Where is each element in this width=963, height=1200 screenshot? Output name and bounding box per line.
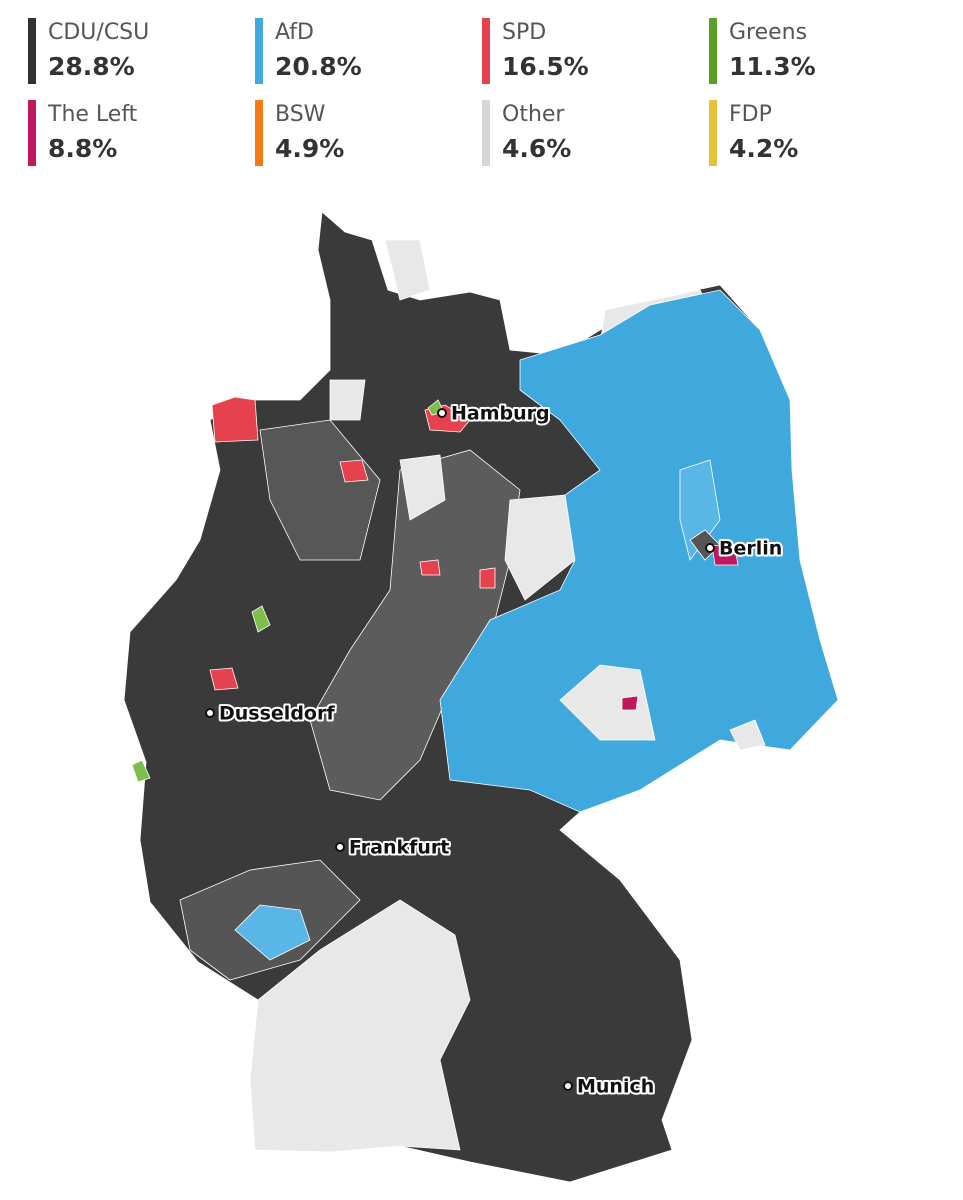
vote-share: 4.9% bbox=[275, 134, 345, 163]
region bbox=[479, 567, 496, 589]
party-name: AfD bbox=[275, 20, 314, 45]
legend-swatch bbox=[482, 100, 490, 166]
party-name: FDP bbox=[729, 102, 772, 127]
party-name: Other bbox=[502, 102, 565, 127]
region bbox=[399, 454, 446, 521]
legend-item: Other 4.6% bbox=[482, 100, 702, 166]
legend-item: AfD 20.8% bbox=[255, 18, 475, 84]
city-label: Berlin bbox=[719, 538, 782, 560]
party-name: SPD bbox=[502, 20, 547, 45]
city-dot bbox=[437, 408, 447, 418]
vote-share: 20.8% bbox=[275, 52, 362, 81]
legend-swatch bbox=[482, 18, 490, 84]
vote-share: 11.3% bbox=[729, 52, 816, 81]
city-label: Dusseldorf bbox=[219, 703, 335, 725]
region bbox=[209, 667, 239, 691]
city-dot bbox=[205, 708, 215, 718]
region bbox=[339, 459, 369, 483]
legend-swatch bbox=[28, 18, 36, 84]
city-label: Hamburg bbox=[451, 403, 550, 425]
region bbox=[711, 544, 739, 566]
region bbox=[559, 664, 656, 741]
region bbox=[251, 605, 271, 633]
party-name: CDU/CSU bbox=[48, 20, 150, 45]
region bbox=[329, 379, 366, 421]
region bbox=[621, 695, 639, 711]
region bbox=[689, 529, 721, 561]
legend-swatch bbox=[255, 18, 263, 84]
party-name: BSW bbox=[275, 102, 326, 127]
legend-swatch bbox=[709, 18, 717, 84]
city-dot bbox=[705, 543, 715, 553]
city-label: Frankfurt bbox=[349, 837, 449, 859]
region bbox=[234, 904, 311, 961]
region bbox=[309, 449, 521, 801]
party-name: Greens bbox=[729, 20, 808, 45]
legend-swatch bbox=[28, 100, 36, 166]
vote-share: 4.6% bbox=[502, 134, 572, 163]
party-name: The Left bbox=[48, 102, 138, 127]
legend: CDU/CSU 28.8% AfD 20.8% SPD 16.5% Greens 11.3% T… bbox=[0, 0, 963, 190]
region bbox=[384, 239, 431, 301]
legend-item: The Left 8.8% bbox=[28, 100, 248, 166]
region bbox=[211, 396, 259, 443]
vote-share: 28.8% bbox=[48, 52, 135, 81]
legend-item: BSW 4.9% bbox=[255, 100, 475, 166]
map: Hamburg Berlin Dusseldorf Frankfurt Munich bbox=[123, 211, 839, 1183]
region bbox=[439, 289, 839, 813]
city-label: Munich bbox=[577, 1076, 654, 1098]
city-dot bbox=[335, 842, 345, 852]
legend-item: CDU/CSU 28.8% bbox=[28, 18, 248, 84]
legend-swatch bbox=[255, 100, 263, 166]
vote-share: 16.5% bbox=[502, 52, 589, 81]
legend-item: Greens 11.3% bbox=[709, 18, 929, 84]
region bbox=[504, 494, 576, 601]
legend-item: FDP 4.2% bbox=[709, 100, 929, 166]
vote-share: 4.2% bbox=[729, 134, 799, 163]
vote-share: 8.8% bbox=[48, 134, 118, 163]
legend-swatch bbox=[709, 100, 717, 166]
region bbox=[729, 719, 766, 751]
city-dot bbox=[563, 1081, 573, 1091]
region bbox=[249, 899, 471, 1153]
region bbox=[419, 559, 441, 576]
region bbox=[131, 759, 151, 783]
legend-item: SPD 16.5% bbox=[482, 18, 702, 84]
